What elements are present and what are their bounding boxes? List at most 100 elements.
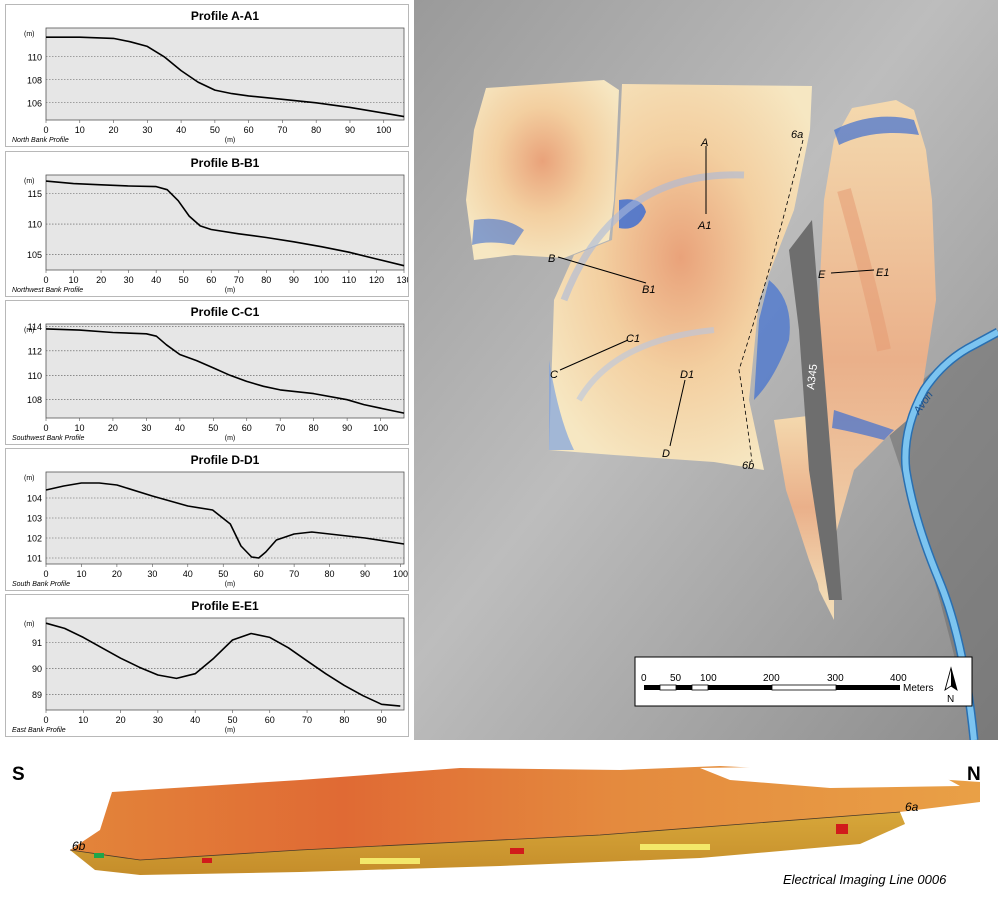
survey-central-block (549, 84, 812, 470)
x-tick-label: 40 (176, 125, 186, 135)
section-canvas: S N 6b 6a Electrical Imaging Line 0006 (12, 764, 981, 887)
x-tick-label: 0 (43, 715, 48, 725)
x-tick-label: 0 (43, 275, 48, 285)
x-tick-label: 70 (275, 423, 285, 433)
x-tick-label: 60 (265, 715, 275, 725)
x-tick-label: 0 (43, 423, 48, 433)
linear-anomaly (837, 188, 891, 352)
y-tick-label: 90 (32, 664, 42, 674)
x-tick-label: 60 (206, 275, 216, 285)
scale-bar-frame (634, 656, 973, 707)
label-e: E (818, 269, 826, 281)
scale-seg-6 (771, 684, 837, 691)
x-tick-label: 20 (116, 715, 126, 725)
y-tick-label: 105 (27, 250, 42, 260)
x-tick-label: 60 (254, 569, 264, 579)
scale-tick-300: 300 (827, 673, 844, 684)
profile-line (45, 622, 401, 707)
x-tick-label: 10 (74, 423, 84, 433)
x-tick-label: 100 (393, 569, 408, 579)
x-tick-label: 20 (96, 275, 106, 285)
chart-subtitle: North Bank Profile (12, 137, 69, 144)
scale-seg-3 (676, 685, 692, 690)
plot-area (45, 27, 405, 121)
scale-tick-400: 400 (890, 673, 907, 684)
chart-subtitle: Northwest Bank Profile (12, 287, 83, 294)
survey-east-block (806, 100, 936, 620)
anomaly-yellow-2 (640, 844, 710, 850)
section-view: S N 6b 6a Electrical Imaging Line 0006 (0, 740, 998, 897)
chart-subtitle: East Bank Profile (12, 727, 66, 734)
x-axis-label: (m) (225, 287, 236, 294)
x-tick-label: 40 (175, 423, 185, 433)
chart-title: Profile A-A1 (191, 9, 260, 23)
scale-tick-0: 0 (641, 673, 647, 684)
x-tick-label: 110 (342, 275, 356, 285)
x-tick-label: 30 (141, 423, 151, 433)
x-tick-label: 50 (208, 423, 218, 433)
x-tick-label: 20 (109, 125, 119, 135)
profile-chart-b: Profile B-B1 105 110 115 0 10 20 30 40 50 60 70 80 90… (12, 156, 408, 294)
chart-subtitle: Southwest Bank Profile (12, 435, 84, 442)
x-axis-label: (m) (225, 137, 236, 144)
x-tick-label: 10 (69, 275, 79, 285)
x-tick-label: 80 (261, 275, 271, 285)
label-b: B (548, 253, 555, 265)
arc-feature-2 (576, 327, 715, 402)
x-axis-label: (m) (225, 435, 236, 442)
x-tick-label: 50 (218, 569, 228, 579)
anomaly-red-2 (836, 824, 848, 834)
section-north-label: N (967, 764, 981, 785)
profile-chart-a: Profile A-A1 106 108 110 0 10 20 30 40 50 60 70 80 90… (12, 9, 405, 144)
profile-panel-a: Profile A-A1 106 108 110 0 10 20 30 40 50 60 70 80 90… (5, 4, 409, 147)
x-tick-label: 70 (277, 125, 287, 135)
x-tick-label: 100 (376, 125, 391, 135)
x-tick-label: 30 (142, 125, 152, 135)
x-tick-label: 0 (43, 125, 48, 135)
x-tick-label: 10 (76, 569, 86, 579)
section-caption: Electrical Imaging Line 0006 (783, 872, 947, 887)
blue-anomaly-4 (472, 218, 524, 245)
y-tick-label: 91 (32, 638, 42, 648)
x-tick-label: 50 (179, 275, 189, 285)
x-tick-label: 0 (43, 569, 48, 579)
scale-seg-1 (644, 685, 660, 690)
x-tick-label: 50 (210, 125, 220, 135)
x-tick-label: 40 (190, 715, 200, 725)
x-tick-label: 70 (234, 275, 244, 285)
plot-area (45, 174, 405, 271)
profile-line-d (669, 379, 686, 447)
x-tick-label: 80 (339, 715, 349, 725)
blue-anomaly-3 (754, 280, 790, 400)
chart-title: Profile E-E1 (191, 599, 259, 613)
anomaly-yellow-1 (360, 858, 420, 864)
x-tick-label: 90 (345, 125, 355, 135)
blue-anomaly-5 (549, 360, 574, 450)
north-label: N (947, 694, 954, 705)
anomaly-green-1 (94, 853, 104, 858)
label-e1: E1 (876, 267, 889, 279)
survey-west-block (466, 80, 619, 260)
x-tick-label: 90 (342, 423, 352, 433)
y-axis-label: (m) (24, 178, 35, 185)
road-label: A345 (805, 363, 820, 390)
label-6a: 6a (791, 129, 803, 141)
y-axis-label: (m) (24, 327, 35, 334)
surface-gap (700, 766, 960, 788)
y-tick-label: 114 (28, 322, 42, 332)
scale-seg-2 (659, 684, 677, 691)
y-axis-label: (m) (24, 31, 35, 38)
chart-title: Profile B-B1 (191, 156, 260, 170)
marker-6a: 6a (905, 800, 919, 814)
x-tick-label: 100 (314, 275, 329, 285)
profile-line-b (557, 256, 647, 284)
label-d1: D1 (680, 369, 694, 381)
label-b1: B1 (642, 284, 655, 296)
plot-area (45, 323, 405, 419)
x-tick-label: 10 (75, 125, 85, 135)
x-axis-label: (m) (225, 581, 236, 588)
arc-feature (560, 171, 745, 302)
scale-tick-200: 200 (763, 673, 780, 684)
y-tick-label: 112 (28, 346, 42, 356)
river-avon (902, 329, 998, 740)
